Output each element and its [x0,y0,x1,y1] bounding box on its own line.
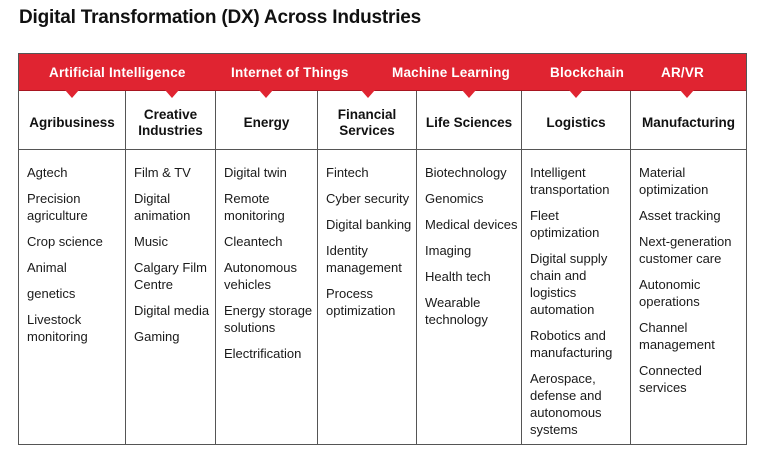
arrow-down-icon [680,90,694,98]
list-item: Digital twin [224,165,287,180]
list-item: Process optimization [326,286,396,318]
column-creative-industries: Film & TV Digital animation Music Calgar… [134,164,214,354]
list-item: Energy storage solutions [224,303,313,335]
list-item: Livestock monitoring [27,312,88,344]
tech-label-blockchain: Blockchain [550,65,625,80]
header-creative-industries: Creative Industries [138,107,203,138]
list-item: Autonomous vehicles [224,260,297,292]
dx-industry-table: Artificial Intelligence Internet of Thin… [18,53,747,445]
arrow-down-icon [462,90,476,98]
list-item: Identity management [326,243,402,275]
list-item: Animal [27,260,67,275]
column-divider [416,91,417,444]
list-item: Aerospace, defense and autonomous system… [530,371,602,437]
column-divider [125,91,126,444]
header-manufacturing: Manufacturing [642,115,735,130]
column-energy: Digital twin Remote monitoring Cleantech… [224,164,316,371]
header-financial-services: Financial Services [337,107,397,138]
arrow-down-icon [165,90,179,98]
list-item: Digital supply chain and logistics autom… [530,251,608,317]
tech-label-ml: Machine Learning [392,65,510,80]
column-financial-services: Fintech Cyber security Digital banking I… [326,164,415,328]
list-item: Channel management [639,320,715,352]
page-title: Digital Transformation (DX) Across Indus… [19,7,422,28]
list-item: Fleet optimization [530,208,600,240]
list-item: Robotics and manufacturing [530,328,613,360]
list-item: Connected services [639,363,702,395]
list-item: Biotechnology [425,165,507,180]
header-logistics: Logistics [546,115,606,130]
list-item: Next-generation customer care [639,234,732,266]
tech-label-iot: Internet of Things [231,65,349,80]
list-item: Electrification [224,346,302,361]
list-item: Asset tracking [639,208,721,223]
list-item: genetics [27,286,76,301]
list-item: Genomics [425,191,484,206]
column-divider [215,91,216,444]
header-life-sciences: Life Sciences [425,115,513,130]
list-item: Crop science [27,234,103,249]
list-item: Digital animation [134,191,191,223]
header-agribusiness: Agribusiness [29,115,115,130]
arrow-down-icon [569,90,583,98]
column-manufacturing: Material optimization Asset tracking Nex… [639,164,743,405]
list-item: Fintech [326,165,369,180]
tech-label-ai: Artificial Intelligence [49,65,186,80]
header-energy: Energy [243,115,290,130]
column-life-sciences: Biotechnology Genomics Medical devices I… [425,164,520,337]
list-item: Cleantech [224,234,283,249]
list-item: Gaming [134,329,180,344]
list-item: Music [134,234,168,249]
tech-label-arvr: AR/VR [661,65,705,80]
technology-banner: Artificial Intelligence Internet of Thin… [19,54,746,91]
list-item: Medical devices [425,217,518,232]
arrow-down-icon [65,90,79,98]
list-item: Digital banking [326,217,412,232]
list-item: Intelligent transportation [530,165,610,197]
arrow-down-icon [361,90,375,98]
column-divider [521,91,522,444]
list-item: Precision agriculture [27,191,88,223]
arrow-down-icon [259,90,273,98]
list-item: Cyber security [326,191,410,206]
column-logistics: Intelligent transportation Fleet optimiz… [530,164,629,447]
list-item: Calgary Film Centre [134,260,207,292]
list-item: Material optimization [639,165,709,197]
list-item: Remote monitoring [224,191,285,223]
column-agribusiness: Agtech Precision agriculture Crop scienc… [27,164,123,354]
list-item: Digital media [134,303,210,318]
column-divider [317,91,318,444]
list-item: Autonomic operations [639,277,701,309]
list-item: Imaging [425,243,472,258]
list-item: Health tech [425,269,491,284]
list-item: Agtech [27,165,68,180]
column-divider [630,91,631,444]
list-item: Film & TV [134,165,191,180]
list-item: Wearable technology [425,295,488,327]
header-divider [19,149,746,150]
